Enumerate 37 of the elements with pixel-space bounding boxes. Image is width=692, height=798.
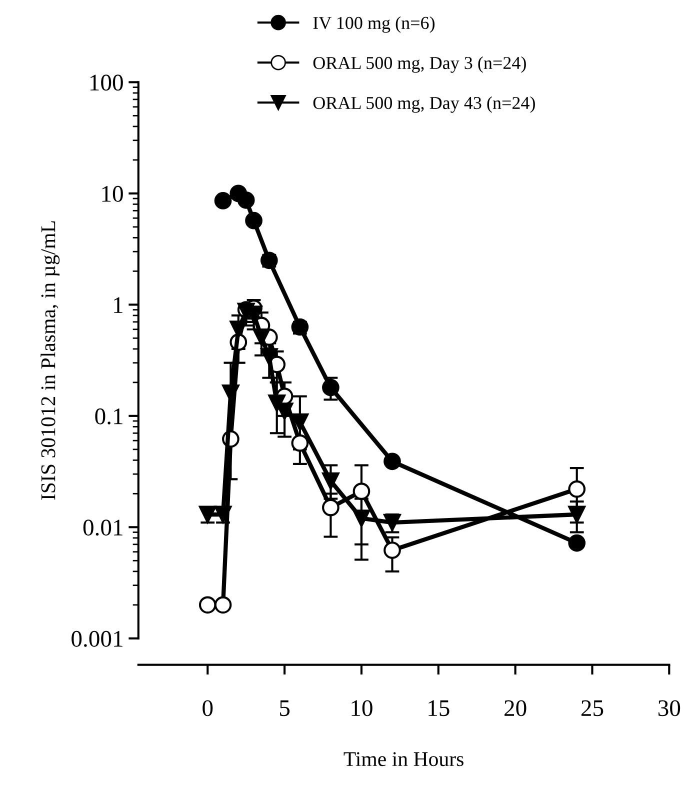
- point: [214, 192, 232, 210]
- x-tick-label: 5: [280, 700, 290, 716]
- point: [214, 596, 232, 614]
- x-axis-title: Time in Hours: [344, 752, 464, 766]
- point: [568, 506, 586, 524]
- point: [237, 191, 255, 209]
- legend-label: ORAL 500 mg, Day 43 (n=24): [313, 96, 535, 113]
- point: [322, 472, 340, 490]
- point: [568, 480, 586, 498]
- x-tick-label: 25: [581, 700, 604, 716]
- point: [291, 413, 309, 431]
- point: [291, 434, 309, 452]
- y-tick-label: 0.001: [72, 630, 122, 647]
- y-tick-label: 0.1: [95, 408, 122, 424]
- x-tick-label: 30: [658, 700, 680, 716]
- y-tick-label: 0.01: [83, 520, 122, 536]
- x-tick-label: 0: [202, 700, 213, 716]
- y-tick-label: 1: [114, 297, 122, 313]
- x-tick-label: 20: [504, 700, 526, 716]
- point: [230, 320, 248, 338]
- point: [260, 348, 278, 366]
- legend-label: IV 100 mg (n=6): [313, 16, 435, 33]
- x-tick-label: 15: [428, 700, 450, 716]
- point: [384, 452, 401, 470]
- point: [322, 498, 340, 516]
- point: [352, 510, 370, 528]
- y-tick-label: 10: [102, 186, 123, 202]
- point: [352, 482, 370, 500]
- point: [384, 542, 401, 559]
- point: [568, 534, 586, 552]
- point: [322, 378, 340, 396]
- legend-label: ORAL 500 mg, Day 3 (n=24): [313, 56, 526, 73]
- y-tick-label: 100: [90, 74, 123, 91]
- point: [198, 596, 216, 614]
- y-axis-title: ISIS 301012 in Plasma, in µg/mL: [40, 221, 60, 500]
- x-tick-label: 10: [352, 700, 372, 716]
- point: [245, 212, 262, 230]
